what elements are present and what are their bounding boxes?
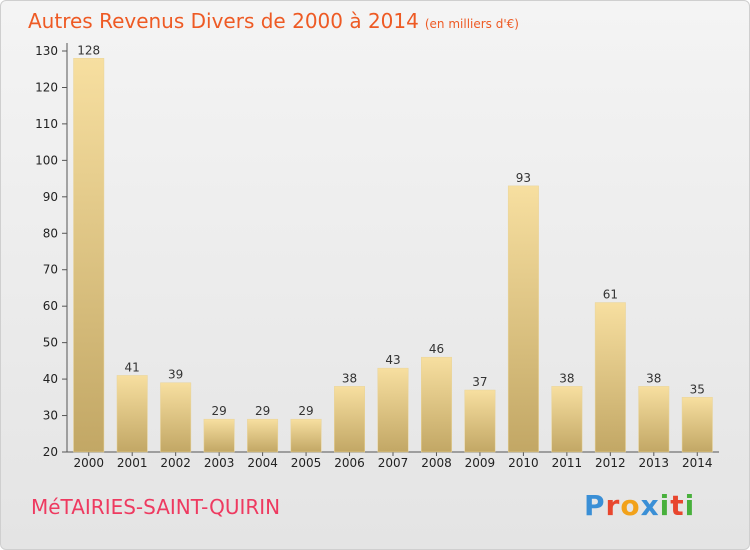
- x-tick-label: 2003: [204, 456, 235, 470]
- data-label: 29: [211, 404, 226, 418]
- title-text: Autres Revenus Divers de 2000 à 2014: [28, 9, 419, 33]
- data-labels: 128 41 39 29 29 29 38 43 46 37 93 38 61 38 35: [77, 43, 705, 418]
- y-tick-label: 60: [43, 299, 58, 313]
- bar: [681, 397, 713, 453]
- x-tick-label: 2009: [465, 456, 496, 470]
- logo-letter: i: [684, 489, 696, 522]
- x-tick-label: 2010: [508, 456, 539, 470]
- data-label: 38: [559, 371, 574, 385]
- data-label: 38: [342, 371, 357, 385]
- data-label: 43: [385, 353, 400, 367]
- y-tick-label: 90: [43, 190, 58, 204]
- x-tick-label: 2001: [117, 456, 148, 470]
- bar: [421, 356, 452, 453]
- bar: [247, 418, 279, 453]
- logo-letter: o: [620, 489, 641, 522]
- x-tick-label: 2013: [639, 456, 670, 470]
- x-tick-label: 2008: [421, 456, 452, 470]
- x-tick-label: 2011: [552, 456, 583, 470]
- chart-title: Autres Revenus Divers de 2000 à 2014 (en …: [28, 9, 519, 33]
- y-tick-label: 110: [35, 117, 58, 131]
- x-tick-label: 2005: [291, 456, 322, 470]
- data-label: 29: [255, 404, 270, 418]
- x-tick-label: 2002: [160, 456, 191, 470]
- logo-letter: r: [605, 489, 621, 522]
- y-axis: 20 30 40 50 60 70 80 90 100 110 120 130: [35, 43, 68, 459]
- y-tick-label: 50: [43, 336, 58, 350]
- y-tick-label: 20: [43, 445, 58, 459]
- logo-letter: t: [670, 489, 685, 522]
- data-label: 29: [298, 404, 313, 418]
- x-tick-label: 2004: [247, 456, 278, 470]
- bar: [116, 375, 148, 453]
- data-label: 37: [472, 375, 487, 389]
- bars: [73, 58, 713, 453]
- data-label: 61: [603, 288, 618, 302]
- data-label: 35: [690, 382, 705, 396]
- data-label: 39: [168, 368, 183, 382]
- y-tick-label: 120: [35, 80, 58, 94]
- bar: [290, 418, 322, 453]
- bar: [334, 386, 365, 453]
- proxiti-logo: Proxiti: [584, 489, 695, 522]
- bar: [464, 389, 496, 453]
- bar: [160, 382, 192, 453]
- logo-letter: P: [584, 489, 606, 522]
- data-label: 128: [77, 43, 100, 57]
- y-tick-label: 40: [43, 372, 58, 386]
- x-tick-label: 2007: [378, 456, 409, 470]
- y-tick-label: 70: [43, 263, 58, 277]
- logo-letter: x: [640, 489, 660, 522]
- y-tick-label: 100: [35, 153, 58, 167]
- x-tick-label: 2012: [595, 456, 626, 470]
- data-label: 93: [516, 171, 531, 185]
- bar: [551, 386, 583, 453]
- bar: [203, 418, 235, 453]
- x-tick-label: 2014: [682, 456, 713, 470]
- logo-letter: i: [659, 489, 671, 522]
- bar: [638, 386, 670, 453]
- y-tick-label: 30: [43, 409, 58, 423]
- bar: [507, 185, 539, 453]
- x-tick-label: 2000: [73, 456, 104, 470]
- title-unit: (en milliers d'€): [424, 17, 519, 31]
- commune-name: MéTAIRIES-SAINT-QUIRIN: [31, 495, 281, 519]
- y-tick-label: 80: [43, 226, 58, 240]
- x-axis: 2000 2001 2002 2003 2004 2005 2006 2007 2008 2009…: [67, 451, 719, 470]
- bar: [377, 367, 409, 453]
- y-tick-label: 130: [35, 44, 58, 58]
- data-label: 46: [429, 342, 444, 356]
- data-label: 38: [646, 371, 661, 385]
- bar: [594, 302, 626, 453]
- x-tick-label: 2006: [334, 456, 365, 470]
- bar: [73, 58, 105, 453]
- data-label: 41: [125, 360, 140, 374]
